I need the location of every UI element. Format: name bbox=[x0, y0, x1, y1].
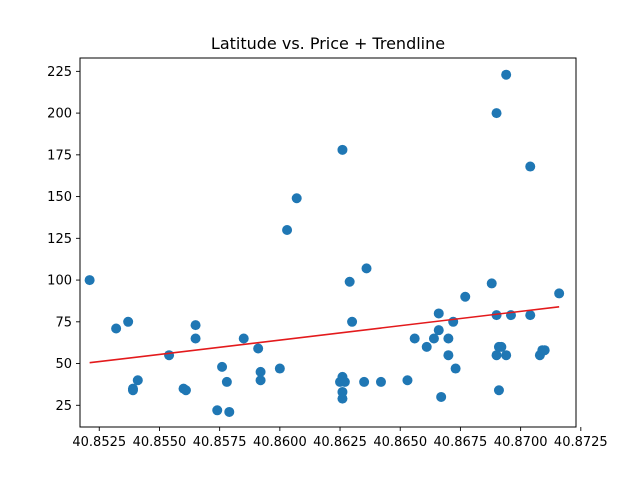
x-tick-label: 40.8550 bbox=[133, 435, 187, 450]
scatter-point bbox=[217, 361, 228, 372]
scatter-point bbox=[496, 341, 507, 352]
scatter-point bbox=[337, 393, 348, 404]
scatter-point bbox=[111, 323, 122, 334]
y-tick-label: 225 bbox=[47, 65, 72, 80]
scatter-point bbox=[433, 325, 444, 336]
x-tick-label: 40.8725 bbox=[554, 435, 608, 450]
scatter-point bbox=[539, 345, 550, 356]
axes-frame bbox=[79, 57, 577, 428]
x-tick-label: 40.8700 bbox=[494, 435, 548, 450]
scatter-point bbox=[164, 350, 175, 361]
scatter-point bbox=[238, 333, 249, 344]
scatter-point bbox=[212, 405, 223, 416]
scatter-point bbox=[361, 263, 372, 274]
scatter-point bbox=[180, 385, 191, 396]
scatter-point bbox=[84, 275, 95, 286]
x-tick-label: 40.8675 bbox=[434, 435, 488, 450]
scatter-point bbox=[132, 375, 143, 386]
scatter-point bbox=[436, 391, 447, 402]
ticks-layer: 40.8525 40.8550 40.8575 40.8600 40.8625 40.86… bbox=[47, 65, 608, 450]
scatter-point bbox=[123, 316, 134, 327]
scatter-point bbox=[450, 363, 461, 374]
scatter-point bbox=[221, 376, 232, 387]
scatter-point bbox=[443, 333, 454, 344]
scatter-point bbox=[359, 376, 370, 387]
scatter-point bbox=[274, 363, 285, 374]
scatter-point bbox=[282, 224, 293, 235]
y-tick-label: 125 bbox=[47, 232, 72, 247]
y-tick-label: 75 bbox=[55, 315, 72, 330]
scatter-point bbox=[255, 366, 266, 377]
scatter-point bbox=[491, 350, 502, 361]
scatter-point bbox=[337, 144, 348, 155]
scatter-point bbox=[127, 385, 138, 396]
y-tick-label: 100 bbox=[47, 274, 72, 289]
plot-layer bbox=[84, 69, 565, 417]
scatter-point bbox=[554, 288, 565, 299]
trendline bbox=[89, 305, 560, 364]
y-tick-label: 175 bbox=[47, 148, 72, 163]
scatter-point bbox=[344, 276, 355, 287]
chart-title: Latitude vs. Price + Trendline bbox=[211, 34, 445, 53]
scatter-point bbox=[443, 350, 454, 361]
scatter-point bbox=[491, 310, 502, 321]
scatter-point bbox=[409, 333, 420, 344]
scatter-point bbox=[486, 278, 497, 289]
scatter-point bbox=[525, 161, 536, 172]
scatter-point bbox=[347, 316, 358, 327]
scatter-point bbox=[339, 376, 350, 387]
scatter-point bbox=[190, 320, 201, 331]
x-tick-label: 40.8525 bbox=[72, 435, 126, 450]
scatter-point bbox=[224, 406, 235, 417]
scatter-point bbox=[291, 193, 302, 204]
scatter-point bbox=[433, 308, 444, 319]
y-tick-label: 150 bbox=[47, 190, 72, 205]
y-tick-label: 50 bbox=[55, 357, 72, 372]
scatter-point bbox=[190, 333, 201, 344]
scatter-point bbox=[491, 108, 502, 119]
x-tick-label: 40.8650 bbox=[373, 435, 427, 450]
y-tick-label: 200 bbox=[47, 107, 72, 122]
x-tick-label: 40.8575 bbox=[193, 435, 247, 450]
x-tick-label: 40.8625 bbox=[313, 435, 367, 450]
scatter-point bbox=[421, 341, 432, 352]
scatter-point bbox=[255, 375, 266, 386]
scatter-point bbox=[428, 333, 439, 344]
scatter-point bbox=[375, 376, 386, 387]
scatter-point bbox=[525, 310, 536, 321]
x-tick-label: 40.8600 bbox=[253, 435, 307, 450]
y-tick-label: 25 bbox=[55, 399, 72, 414]
scatter-point bbox=[493, 385, 504, 396]
scatter-point bbox=[460, 291, 471, 302]
scatter-point bbox=[501, 350, 512, 361]
scatter-point bbox=[253, 343, 264, 354]
scatter-point bbox=[402, 375, 413, 386]
scatter-point bbox=[501, 69, 512, 80]
